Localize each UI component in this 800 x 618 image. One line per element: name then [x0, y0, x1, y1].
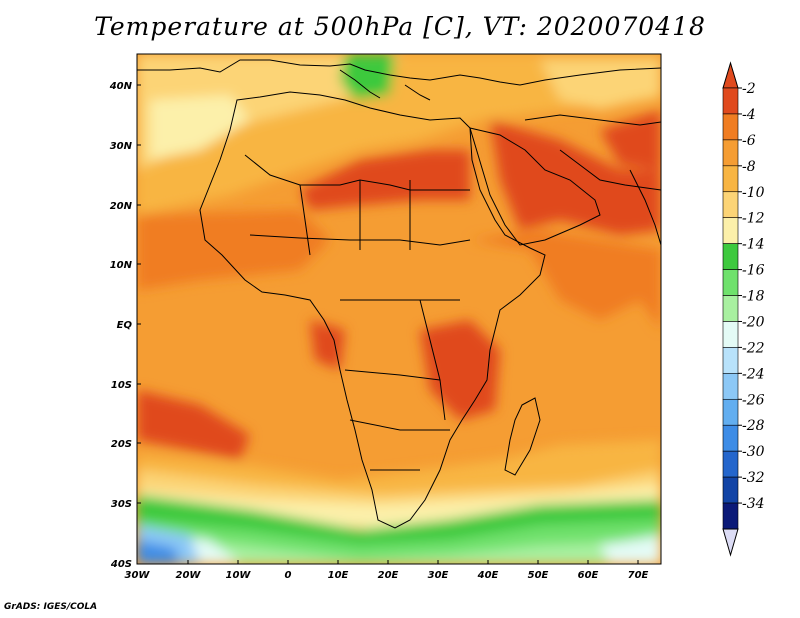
lon-label-0: 0 [285, 570, 292, 581]
lat-label-30s: 30S [111, 499, 132, 510]
colorbar-segment [722, 243, 739, 270]
colorbar-segment [722, 373, 739, 400]
lon-label-10w: 10W [226, 570, 252, 581]
coast-greece [404, 84, 431, 101]
colorbar-label: -2 [742, 81, 756, 97]
colorbar-segment [722, 191, 739, 218]
latitude-labels: 40N 30N 20N 10N EQ 10S 20S 30S 40S [109, 81, 133, 570]
colorbar-label: -14 [742, 237, 765, 253]
axis-ticks [137, 84, 639, 564]
colorbar-segment [722, 398, 739, 426]
field-warm-eastafrica [420, 320, 500, 420]
colorbar-label: -26 [742, 392, 765, 408]
plot-frame [136, 53, 662, 565]
lon-label-20e: 20E [378, 570, 399, 581]
lon-label-50e: 50E [528, 570, 549, 581]
coast-africa [199, 91, 546, 529]
map-title: Temperature at 500hPa [C], VT: 202007041… [94, 12, 706, 41]
lat-label-40s: 40S [110, 559, 132, 570]
lat-label-20n: 20N [110, 201, 133, 212]
coast-arabia [469, 127, 601, 246]
lat-label-10s: 10S [111, 380, 132, 391]
colorbar-segment [722, 165, 739, 193]
coast-europe [137, 59, 661, 86]
colorbar: -2 -4 -6 -8 -10 -12 -14 -16 -18 -20 -22 -24 -26 -28 -3… [722, 61, 765, 557]
colorbar-segment [722, 269, 739, 296]
border-meridians [299, 180, 411, 256]
lon-label-40e: 40E [477, 570, 499, 581]
colorbar-label: -22 [742, 340, 765, 356]
colorbar-label: -34 [742, 496, 765, 512]
colorbar-label: -12 [742, 211, 765, 227]
colorbar-label: -28 [742, 418, 765, 434]
colorbar-top-arrow [722, 61, 739, 89]
field-south-palegreen [137, 535, 661, 564]
colorbar-label: -32 [742, 470, 765, 486]
colorbar-segment [722, 139, 739, 167]
colorbar-label: -6 [742, 133, 756, 149]
colorbar-label: -10 [742, 185, 765, 201]
colorbar-segment [722, 424, 739, 452]
field-orange-westafrica [137, 210, 330, 290]
colorbar-label: -18 [742, 289, 765, 305]
field-warm-sahara [300, 150, 470, 210]
colorbar-labels: -2 -4 -6 -8 -10 -12 -14 -16 -18 -20 -22 -24 -26 -28 -3… [738, 81, 765, 512]
field-southwest-blue [137, 540, 180, 564]
lon-label-60e: 60E [578, 570, 599, 581]
field-northwest-pale [150, 95, 250, 160]
colorbar-segment [722, 113, 739, 141]
credit-label: GrADS: IGES/COLA [4, 602, 98, 612]
lat-label-40n: 40N [109, 81, 133, 92]
colorbar-segment [722, 502, 739, 530]
lat-label-10n: 10N [110, 260, 133, 271]
coastlines [137, 59, 661, 529]
field-south-orange-light [137, 440, 661, 500]
colorbar-segment [722, 87, 739, 115]
lon-label-70e: 70E [628, 570, 649, 581]
colorbar-label: -16 [742, 263, 765, 279]
colorbar-label: -30 [742, 444, 765, 460]
field-warm-southatlantic [137, 390, 250, 460]
lat-label-30n: 30N [110, 141, 133, 152]
colorbar-label: -4 [742, 107, 756, 123]
colorbar-segment [722, 450, 739, 478]
coast-iran [524, 114, 661, 191]
colorbar-bottom-arrow [722, 528, 739, 557]
field-warm-iran [600, 110, 661, 170]
lat-label-eq: EQ [117, 320, 133, 331]
field-orange-indianocean [470, 230, 661, 330]
lon-label-30w: 30W [125, 570, 151, 581]
field-northwest-band [137, 54, 400, 170]
lon-label-10e: 10E [328, 570, 349, 581]
colorbar-segments [722, 87, 739, 530]
colorbar-segment [722, 347, 739, 374]
field-warm-arabia [490, 120, 661, 235]
colorbar-segment [722, 321, 739, 348]
colorbar-label: -8 [742, 159, 756, 175]
field-northeast-band [540, 60, 661, 110]
field-southeast-pale [600, 535, 661, 564]
colorbar-segment [722, 217, 739, 244]
border-great-lakes [419, 299, 446, 421]
border-sahel-south [249, 234, 471, 246]
temperature-field [137, 54, 661, 564]
colorbar-label: -24 [742, 366, 765, 382]
longitude-labels: 30W 20W 10W 0 10E 20E 30E 40E 50E 60E 70… [125, 570, 649, 581]
lat-label-20s: 20S [111, 439, 132, 450]
field-warm-congo [310, 320, 345, 370]
coast-madagascar [504, 397, 541, 476]
lon-label-20w: 20W [176, 570, 202, 581]
border-central-south [340, 299, 460, 471]
colorbar-segment [722, 295, 739, 322]
colorbar-label: -20 [742, 314, 765, 330]
coast-italy [339, 69, 381, 99]
lon-label-30e: 30E [428, 570, 449, 581]
colorbar-segment [722, 476, 739, 504]
coast-india [629, 169, 661, 246]
